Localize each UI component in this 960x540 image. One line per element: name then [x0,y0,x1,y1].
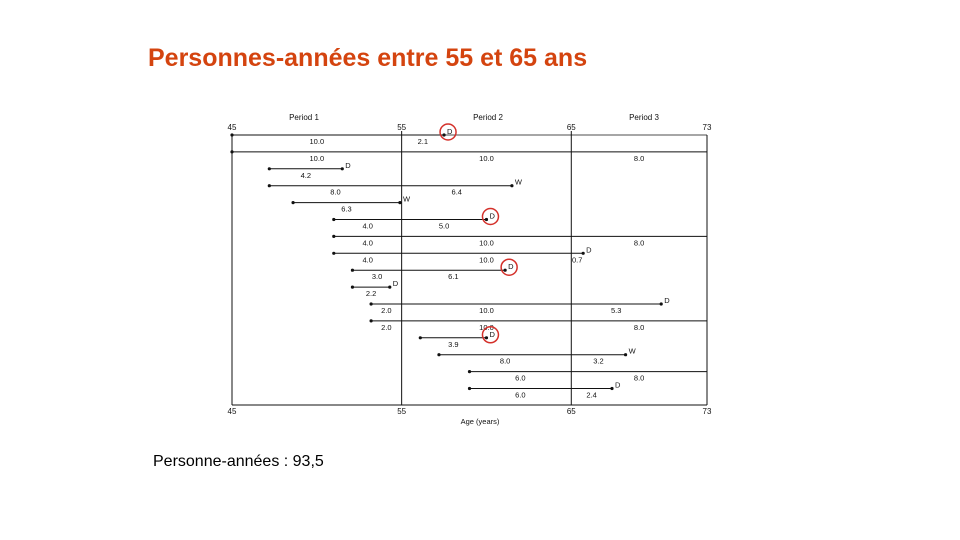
entry-dot [350,268,355,272]
age-tick-label-bottom: 55 [397,407,406,416]
person-years-label: 5.0 [439,222,449,231]
event-marker: D [508,262,514,271]
entry-dot [291,201,295,205]
age-tick-label-top: 45 [228,123,237,132]
event-marker: D [586,245,592,254]
event-marker: W [515,178,523,187]
person-years-label: 10.0 [479,306,494,315]
entry-dot [230,150,234,154]
event-marker: D [393,279,399,288]
age-tick-label-bottom: 73 [703,407,712,416]
exit-dot [510,184,514,188]
highlight-circle [481,326,500,344]
exit-dot [484,336,489,340]
entry-dot [267,184,271,188]
person-years-label: 5.3 [611,306,621,315]
exit-dot [503,268,507,272]
person-years-label: 2.0 [381,323,391,332]
highlight-circle [500,258,518,276]
person-years-label: 6.1 [448,272,458,281]
age-tick-label-top: 65 [567,123,576,132]
exit-dot [610,386,614,391]
entry-dot [332,234,336,238]
person-years-label: 4.0 [362,255,372,264]
person-years-label: 2.1 [418,137,428,146]
age-tick-label-top: 55 [397,123,406,132]
event-marker: D [489,330,495,339]
period-label: Period 3 [629,113,659,122]
event-marker: W [403,195,411,204]
exit-dot [659,302,663,306]
period-label: Period 2 [473,113,503,122]
entry-dot [467,386,472,391]
age-tick-label-bottom: 65 [567,407,576,416]
person-years-label: 2.4 [586,391,596,400]
event-marker: D [489,212,495,221]
person-years-label: 4.2 [301,171,311,180]
entry-dot [332,251,336,255]
entry-dot [332,217,336,222]
event-marker: D [447,127,453,136]
person-years-label: 10.0 [479,238,494,247]
entry-dot [350,285,355,289]
entry-dot [467,370,472,374]
person-years-label: 6.0 [515,391,525,400]
person-years-label: 4.0 [362,222,372,231]
person-years-label: 10.0 [310,154,325,163]
exit-dot [340,167,344,171]
person-years-label: 2.2 [366,289,376,298]
person-years-label: 6.0 [515,374,525,383]
person-years-label: 2.0 [381,306,391,315]
exit-dot [388,285,392,289]
person-years-label: 10.0 [310,137,325,146]
slide-title: Personnes-années entre 55 et 65 ans [148,44,588,72]
event-marker: D [664,296,670,305]
person-years-label: 6.4 [452,188,462,197]
entry-dot [369,302,373,306]
event-marker: W [629,347,637,356]
exit-dot [581,251,585,255]
entry-dot [267,167,271,171]
x-axis-title: Age (years) [461,417,500,426]
person-years-label: 8.0 [634,154,644,163]
entry-dot [418,336,422,340]
person-years-label: 6.3 [341,205,351,214]
period-label: Period 1 [289,113,319,122]
person-years-label: 4.0 [362,238,372,247]
person-years-label: 8.0 [634,323,644,332]
event-marker: D [615,381,621,390]
highlight-circle [481,207,500,226]
person-years-label: 8.0 [330,188,340,197]
person-years-label: 8.0 [634,238,644,247]
age-tick-label-top: 73 [703,123,712,132]
person-years-label: 3.9 [448,340,458,349]
person-years-label: 10.0 [479,154,494,163]
exit-dot [398,201,402,205]
entry-dot [230,133,234,137]
person-years-label: 8.0 [634,374,644,383]
person-years-label: 3.0 [372,272,382,281]
highlight-circle [439,123,457,141]
person-years-label: 0.7 [572,255,582,264]
entry-dot [437,353,441,357]
exit-dot [484,217,489,222]
person-years-label: 3.2 [593,357,603,366]
person-years-label: 8.0 [500,357,510,366]
person-years-total: Personne-années : 93,5 [153,453,324,470]
exit-dot [623,353,628,357]
entry-dot [369,319,373,323]
exit-dot [442,133,446,137]
age-tick-label-bottom: 45 [228,407,237,416]
person-years-label: 10.0 [479,255,494,264]
event-marker: D [345,161,351,170]
